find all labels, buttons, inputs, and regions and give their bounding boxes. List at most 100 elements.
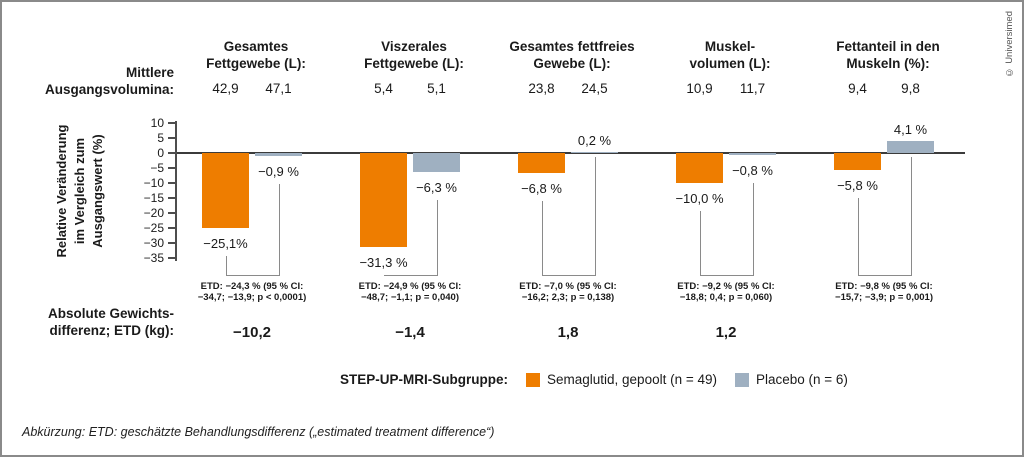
baseline-row-label-line1: Mittlere: [125, 65, 174, 80]
bar-value-label: −25,1%: [203, 236, 248, 252]
baseline-value-semaglutid: 42,9: [212, 81, 239, 96]
bar-value-label: −5,8 %: [837, 178, 878, 194]
y-tick-label: −10: [143, 176, 164, 190]
group-title-line2: Fettgewebe (L):: [206, 56, 306, 71]
bracket-bottom: [383, 275, 438, 276]
group-title-line1: Muskel-: [704, 39, 756, 54]
bracket-bottom: [541, 275, 596, 276]
bar-value-label: −6,3 %: [416, 179, 457, 195]
bar-semaglutid: [202, 153, 249, 229]
bar-placebo: [571, 152, 618, 153]
y-tick-mark: [168, 257, 175, 259]
semaglutid-swatch-icon: [526, 372, 540, 387]
y-tick-mark: [168, 197, 175, 199]
group-title-line1: Viszerales: [381, 39, 447, 54]
baseline-row-label-line2: Ausgangsvolumina:: [44, 82, 174, 97]
y-tick-label: −20: [143, 206, 164, 220]
baseline-value-placebo: 24,5: [581, 81, 608, 96]
legend-title: STEP-UP-MRI-Subgruppe:: [340, 372, 508, 387]
bracket-bottom: [225, 275, 280, 276]
group-title: Viszerales Fettgewebe (L):: [335, 38, 493, 72]
y-tick-mark: [168, 242, 175, 244]
abs-diff-value: −10,2: [233, 324, 271, 341]
group-title: Gesamtes Fettgewebe (L):: [177, 38, 335, 72]
y-tick-label: 10: [150, 116, 164, 130]
bar-value-label: 4,1 %: [893, 121, 928, 137]
legend-label-placebo: Placebo (n = 6): [755, 372, 848, 387]
baseline-value-semaglutid: 23,8: [528, 81, 555, 96]
y-tick-label: −35: [143, 251, 164, 265]
group-title: Fettanteil in den Muskeln (%):: [809, 38, 967, 72]
bracket-leg: [857, 198, 859, 275]
bar-placebo: [255, 153, 302, 156]
abs-diff-value: −1,4: [395, 324, 425, 341]
baseline-value-placebo: 47,1: [265, 81, 292, 96]
y-tick-label: 5: [157, 131, 164, 145]
footnote: Abkürzung: ETD: geschätzte Behandlungsdi…: [22, 425, 495, 439]
abs-diff-value: 1,2: [715, 324, 737, 341]
y-tick-mark: [168, 167, 175, 169]
group-title: Muskel-volumen (L):: [651, 38, 809, 72]
etd-line1: ETD: −7,0 % (95 % CI:: [519, 281, 617, 292]
group-title-line2: volumen (L):: [689, 56, 771, 71]
bar-value-label: −10,0 %: [675, 191, 724, 206]
legend-label-semaglutid: Semaglutid, gepoolt (n = 49): [547, 372, 717, 387]
y-tick-label: −25: [143, 221, 164, 235]
chart-legend: STEP-UP-MRI-Subgruppe: Semaglutid, gepoo…: [340, 372, 848, 387]
bracket-leg: [278, 183, 280, 275]
etd-annotation: ETD: −24,9 % (95 % CI: −48,7; −1,1; p = 0…: [330, 281, 490, 303]
y-tick-label: 0: [157, 146, 164, 160]
group-title-line1: Gesamtes: [223, 39, 289, 54]
bar-placebo: [413, 153, 460, 172]
bar-value-label: −31,3 %: [359, 254, 408, 270]
abs-diff-value: 1,8: [557, 324, 579, 341]
etd-line1: ETD: −9,2 % (95 % CI:: [677, 281, 775, 292]
etd-line1: ETD: −24,3 % (95 % CI:: [200, 281, 304, 292]
abs-diff-row-label: Absolute Gewichts- differenz; ETD (kg):: [2, 305, 174, 339]
etd-line2: −18,8; 0,4; p = 0,060): [679, 292, 773, 303]
group-title-line1: Fettanteil in den: [836, 39, 940, 54]
baseline-value-placebo: 11,7: [739, 81, 766, 96]
group-title-line2: Fettgewebe (L):: [364, 56, 464, 71]
bracket-leg: [910, 157, 912, 275]
etd-line2: −15,7; −3,9; p = 0,001): [835, 292, 933, 303]
y-tick-mark: [168, 137, 175, 139]
bar-value-label: −6,8 %: [521, 181, 562, 197]
placebo-swatch-icon: [734, 372, 749, 387]
bracket-leg: [436, 199, 438, 275]
baseline-value-semaglutid: 9,4: [848, 81, 867, 96]
baseline-row-label: Mittlere Ausgangsvolumina:: [2, 64, 174, 98]
y-tick-label: −30: [143, 236, 164, 250]
etd-line1: ETD: −24,9 % (95 % CI:: [358, 281, 462, 292]
abs-diff-row-label-line1: Absolute Gewichts-: [47, 306, 174, 321]
baseline-value-placebo: 9,8: [901, 81, 920, 96]
y-tick-mark: [168, 212, 175, 214]
group-title-line2: Gewebe (L):: [533, 56, 611, 71]
etd-annotation: ETD: −9,8 % (95 % CI: −15,7; −3,9; p = 0,…: [804, 281, 964, 303]
baseline-value-placebo: 5,1: [427, 81, 446, 96]
legend-item-semaglutid: Semaglutid, gepoolt (n = 49): [526, 372, 717, 387]
baseline-value-semaglutid: 10,9: [686, 81, 713, 96]
y-tick-mark: [168, 122, 175, 124]
bar-semaglutid: [834, 153, 881, 171]
y-tick-label: −5: [150, 161, 164, 175]
group-title-line2: Muskeln (%):: [846, 56, 930, 71]
zero-line: [177, 152, 965, 154]
group-title-line1: Gesamtes fettfreies: [509, 39, 635, 54]
bar-value-label: −0,9 %: [258, 163, 299, 179]
group-title: Gesamtes fettfreies Gewebe (L):: [493, 38, 651, 72]
bar-value-label: −0,8 %: [732, 163, 773, 179]
etd-annotation: ETD: −9,2 % (95 % CI: −18,8; 0,4; p = 0,0…: [646, 281, 806, 303]
bar-semaglutid: [518, 153, 565, 174]
copyright: © Universimed: [1004, 11, 1015, 78]
etd-annotation: ETD: −7,0 % (95 % CI: −16,2; 2,3; p = 0,1…: [488, 281, 648, 303]
bracket-leg: [752, 183, 754, 275]
bracket-leg: [699, 211, 701, 275]
etd-line1: ETD: −9,8 % (95 % CI:: [835, 281, 933, 292]
bracket-bottom: [857, 275, 912, 276]
baseline-value-semaglutid: 5,4: [374, 81, 393, 96]
bracket-leg: [594, 157, 596, 275]
etd-line2: −34,7; −13,9; p < 0,0001): [197, 292, 307, 303]
